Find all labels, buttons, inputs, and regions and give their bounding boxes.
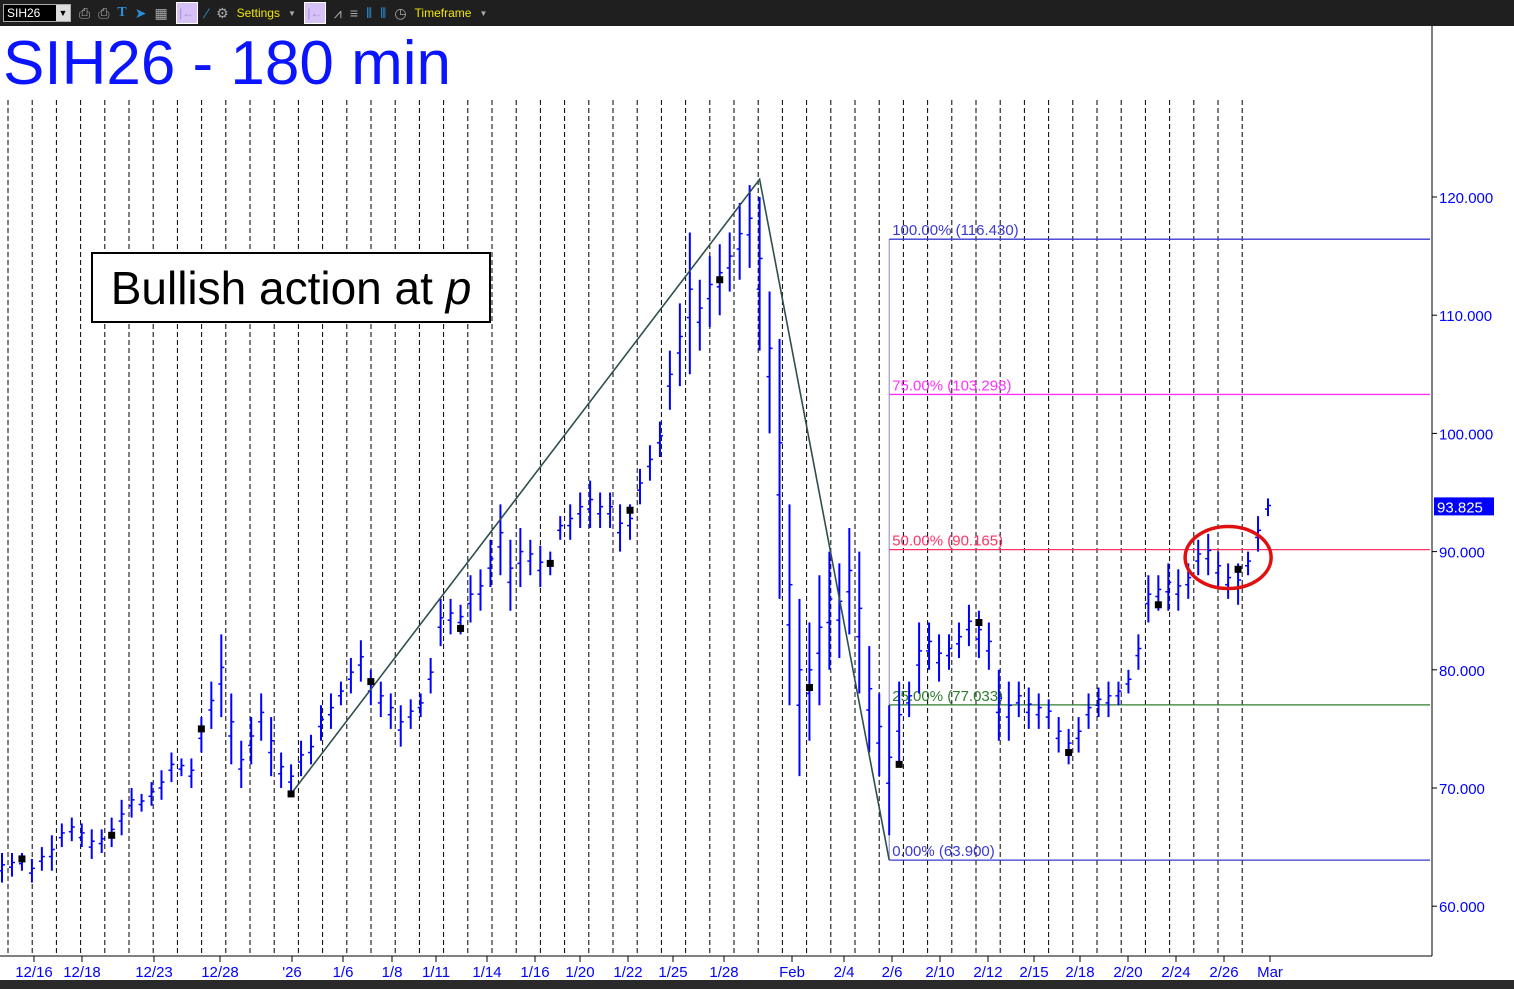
fib-level-label: 0.00% (63.900) [892, 843, 995, 860]
timeframe-button[interactable]: Timeframe [414, 6, 472, 20]
bar-marker [1065, 749, 1073, 757]
last-price-badge [1434, 497, 1494, 516]
x-tick-label: 2/15 [1019, 964, 1048, 981]
bar-marker [1154, 601, 1162, 609]
x-tick-label: 12/18 [63, 964, 101, 981]
bar-marker [975, 619, 983, 627]
bar-marker [805, 684, 813, 692]
annotation-box: Bullish action at p [91, 252, 491, 323]
bar-marker [626, 506, 634, 514]
x-tick-label: 2/20 [1113, 964, 1142, 981]
expand-icon[interactable]: ⦀ [380, 4, 387, 21]
x-tick-label: 12/16 [15, 964, 53, 981]
x-tick-label: 1/8 [382, 964, 403, 981]
fib-level-label: 75.00% (103.298) [892, 377, 1011, 394]
annotation-text: Bullish action at [110, 261, 446, 314]
bar-marker [457, 624, 465, 632]
toolbar: SIH26 ▼ ⎙ ⎙ T ➤ ▦ |← ⁄ ⚙ Settings ▼ |← ⩘ … [0, 0, 1514, 26]
bar-marker [1234, 565, 1242, 573]
fib-level-label: 100.00% (116.430) [892, 222, 1018, 239]
highlight-circle [1183, 524, 1273, 591]
bar-marker [287, 790, 295, 798]
x-tick-label: 1/16 [520, 964, 549, 981]
y-tick-label: 90.000 [1439, 545, 1485, 562]
x-tick-label: 1/28 [709, 964, 738, 981]
last-price-label: 93.825 [1437, 499, 1483, 516]
bar-marker [716, 276, 724, 284]
annotation-italic: p [445, 261, 472, 314]
bar-marker [197, 725, 205, 733]
settings-dropdown-icon[interactable]: ▼ [287, 8, 296, 18]
trendline [290, 177, 890, 861]
chevron-down-icon[interactable]: ▼ [56, 5, 70, 21]
clock-icon[interactable]: ◷ [394, 4, 407, 21]
x-tick-label: 1/11 [422, 964, 450, 981]
y-tick-label: 60.000 [1439, 899, 1485, 916]
indicator-icon[interactable]: ⩘ [333, 4, 342, 21]
window-icon[interactable]: ▦ [154, 4, 168, 21]
settings-button[interactable]: Settings [236, 6, 280, 20]
compress-icon[interactable]: ⦀ [365, 4, 373, 21]
y-tick-label: 120.000 [1439, 190, 1493, 207]
x-tick-label: 2/12 [973, 964, 1002, 981]
bar-marker [108, 831, 116, 839]
symbol-select[interactable]: SIH26 ▼ [3, 4, 71, 22]
bar-marker [18, 855, 26, 863]
bar-marker [546, 559, 554, 567]
y-tick-label: 100.000 [1439, 426, 1493, 443]
menu-icon[interactable]: ≡ [349, 5, 358, 21]
x-tick-label: Mar [1257, 964, 1283, 981]
x-tick-label: 2/26 [1209, 964, 1238, 981]
cursor-icon[interactable]: ➤ [134, 4, 147, 21]
x-tick-label: 1/22 [613, 964, 642, 981]
x-tick-label: 2/18 [1065, 964, 1094, 981]
gear-icon[interactable]: ⚙ [216, 4, 229, 21]
x-tick-label: 12/23 [135, 964, 173, 981]
timeframe-dropdown-icon[interactable]: ▼ [479, 8, 488, 18]
y-tick-label: 110.000 [1439, 308, 1492, 325]
x-tick-label: 1/20 [565, 964, 594, 981]
x-tick-label: 2/10 [925, 964, 954, 981]
x-tick-label: 1/25 [658, 964, 687, 981]
x-tick-label: 2/6 [882, 964, 903, 981]
x-tick-label: '26 [282, 964, 302, 981]
fib-level-label: 50.00% (90.165) [892, 533, 1003, 550]
arrow-left-tool-2-icon[interactable]: |← [303, 2, 326, 24]
symbol-value: SIH26 [7, 6, 41, 20]
print-setup-icon[interactable]: ⎙ [98, 4, 110, 21]
x-tick-label: 1/14 [472, 964, 501, 981]
bar-marker [895, 760, 903, 768]
y-tick-label: 80.000 [1439, 663, 1485, 680]
x-tick-label: 2/24 [1161, 964, 1190, 981]
x-tick-label: Feb [779, 964, 805, 981]
text-tool-icon[interactable]: T [117, 5, 127, 20]
x-tick-label: 1/6 [333, 964, 354, 981]
bar-marker [367, 678, 375, 686]
status-bar [0, 980, 1514, 989]
y-tick-label: 70.000 [1439, 781, 1485, 798]
draw-tool-icon[interactable]: ⁄ [205, 5, 209, 21]
print-icon[interactable]: ⎙ [79, 4, 91, 21]
arrow-left-tool-icon[interactable]: |← [175, 2, 198, 24]
chart-title: SIH26 - 180 min [3, 29, 451, 98]
x-tick-label: 12/28 [201, 964, 239, 981]
x-tick-label: 2/4 [834, 964, 855, 981]
